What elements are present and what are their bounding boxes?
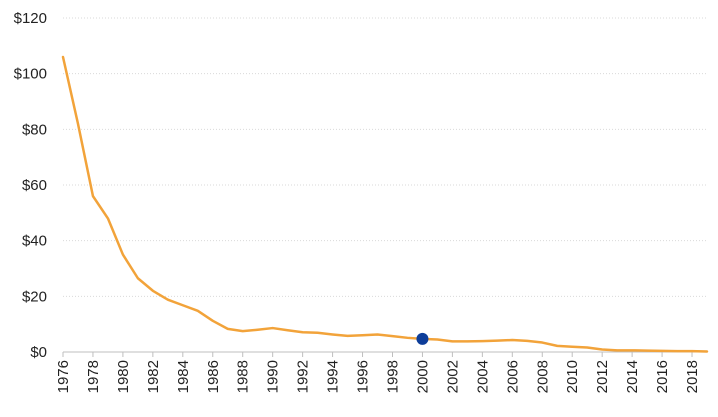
y-tick-label: $100: [14, 66, 47, 83]
y-tick-labels: $0 $20 $40 $60 $80 $100 $120: [14, 10, 47, 361]
x-tick-label: 1978: [85, 360, 102, 393]
x-tick-label: 1982: [145, 360, 162, 393]
x-tick-label: 2004: [474, 360, 491, 393]
x-tick-label: 2012: [594, 360, 611, 393]
x-tick-label: 2014: [624, 360, 641, 393]
series-line-0: [61, 55, 709, 353]
axes: [62, 351, 707, 357]
x-tick-label: 2000: [414, 360, 431, 393]
x-tick-label: 1988: [235, 360, 252, 393]
series: [61, 55, 709, 353]
y-tick-label: $0: [30, 344, 47, 361]
y-tick-label: $60: [22, 177, 47, 194]
x-tick-label: 1998: [384, 360, 401, 393]
y-tick-label: $120: [14, 10, 47, 27]
highlight-point: [416, 332, 429, 345]
x-tick-label: 1992: [295, 360, 312, 393]
x-tick-label: 2002: [444, 360, 461, 393]
x-tick-labels: 1976 1978 1980 1982 1984 1986 1988 1990 1992 1994…: [55, 360, 701, 393]
x-tick-label: 1984: [175, 360, 192, 393]
x-tick-label: 2016: [654, 360, 671, 393]
x-tick-label: 1994: [325, 360, 342, 393]
y-tick-label: $40: [22, 233, 47, 250]
gridlines: [63, 17, 707, 297]
x-tick-label: 2010: [564, 360, 581, 393]
x-tick-label: 1986: [205, 360, 222, 393]
x-tick-label: 1980: [115, 360, 132, 393]
y-tick-label: $20: [22, 288, 47, 305]
x-tick-label: 2006: [504, 360, 521, 393]
x-tick-label: 2018: [684, 360, 701, 393]
x-tick-label: 1990: [265, 360, 282, 393]
x-tick-label: 1976: [55, 360, 72, 393]
y-tick-label: $80: [22, 121, 47, 138]
x-tick-label: 2008: [534, 360, 551, 393]
x-tick-label: 1996: [355, 360, 372, 393]
